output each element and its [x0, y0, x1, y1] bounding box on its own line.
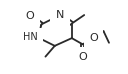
Text: O: O — [78, 52, 87, 62]
Text: O: O — [89, 33, 98, 43]
Text: O: O — [26, 11, 34, 21]
Text: N: N — [56, 10, 64, 20]
Text: HN: HN — [23, 32, 38, 42]
